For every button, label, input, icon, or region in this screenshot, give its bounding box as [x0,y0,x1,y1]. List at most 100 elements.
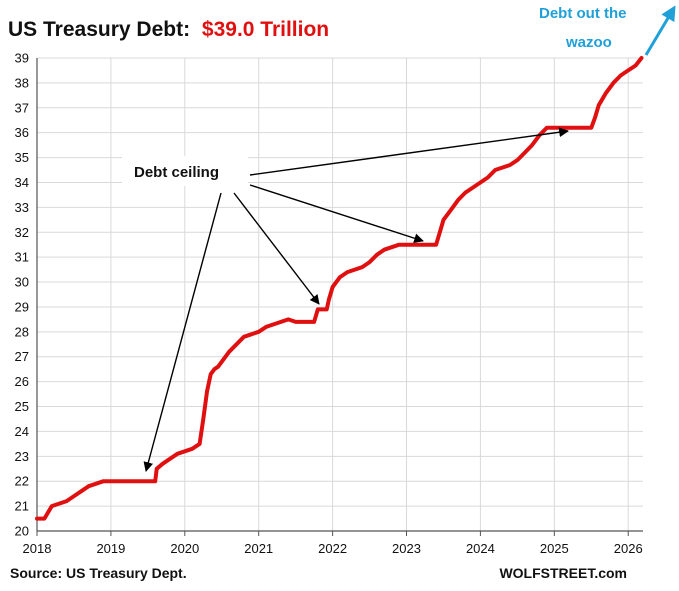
data-point [72,494,76,498]
site-credit: WOLFSTREET.com [499,565,627,581]
axes [36,58,643,536]
data-point [404,243,409,247]
y-tick-label-30: 30 [15,275,29,290]
y-tick-label-20: 20 [15,524,29,539]
data-point [161,462,165,466]
y-tick-label-34: 34 [15,175,29,190]
data-point [523,151,527,155]
data-point [634,63,638,68]
data-point [312,320,316,324]
data-point [449,208,453,212]
data-point [478,180,483,185]
data-point [155,467,159,471]
data-point [408,243,412,247]
y-tick-label-31: 31 [15,250,29,265]
data-point [109,479,113,483]
data-point [301,320,305,324]
data-point [456,198,460,202]
data-point [227,350,231,354]
chart-title-prefix: US Treasury Debt: [8,18,190,41]
data-point [271,322,276,326]
wazoo-label-line2: wazoo [565,34,612,51]
data-point [338,275,342,279]
data-point [367,260,372,264]
data-point [589,126,593,130]
debt-ceiling-arrow-2025 [249,127,569,176]
data-point [353,268,357,272]
data-point [530,143,534,147]
data-point [94,482,98,486]
data-point [619,73,623,78]
data-point [116,479,120,483]
y-tick-label-22: 22 [15,474,29,489]
data-point [464,190,468,195]
y-tick-label-28: 28 [15,324,29,339]
data-point [493,168,497,172]
x-tick-label-2021: 2021 [244,541,273,556]
y-tick-label-26: 26 [15,374,29,389]
data-point [390,245,394,249]
chart-title-value: $39.0 Trillion [202,18,329,41]
data-point [345,270,349,274]
x-tick-label-2024: 2024 [466,541,495,556]
data-point [220,360,224,364]
data-point [515,158,519,162]
data-point [201,417,205,421]
y-tick-label-39: 39 [15,51,29,66]
y-tick-label-35: 35 [15,150,29,165]
data-point [508,163,512,167]
data-point [294,320,298,324]
y-tick-label-32: 32 [15,225,29,240]
data-point [552,126,556,130]
data-point [434,243,438,247]
series-layer [35,56,644,521]
data-point [545,126,549,130]
data-point [42,516,46,521]
y-tick-label-38: 38 [15,75,29,90]
data-point [597,103,601,107]
y-tick-label-36: 36 [15,125,29,140]
data-point [500,165,505,170]
data-point [175,452,180,456]
y-tick-label-37: 37 [15,100,29,115]
data-point [216,365,220,369]
y-tick-label-33: 33 [15,200,29,215]
data-point [382,248,386,252]
data-point [190,447,194,451]
x-tick-label-2022: 2022 [318,541,347,556]
series-line-debt [35,56,644,521]
data-point [279,320,283,324]
source-note: Source: US Treasury Dept. [10,565,187,581]
y-tick-label-23: 23 [15,449,29,464]
data-point [64,499,69,503]
data-point [375,253,379,257]
debt-ceiling-arrow-2021 [233,192,320,305]
data-point [360,265,364,269]
data-point [327,297,331,302]
wazoo-label-line1: Debt out the [539,5,627,22]
data-point [168,457,172,461]
debt-ceiling-arrow-2019 [143,192,222,472]
data-point [486,175,490,180]
data-point [626,68,630,73]
x-tick-label-2019: 2019 [96,541,125,556]
x-tick-label-2026: 2026 [614,541,643,556]
data-point [87,484,91,488]
data-point [57,502,61,506]
data-point [242,335,246,339]
data-point [153,479,157,483]
data-point [50,504,54,508]
data-point [264,325,268,329]
y-tick-label-29: 29 [15,299,29,314]
debt-ceiling-label-box [122,156,248,186]
y-tick-label-21: 21 [15,499,29,514]
data-point [101,479,106,483]
chart-title: US Treasury Debt: $39.0 Trillion [8,18,329,41]
data-point [331,285,335,289]
data-point [297,320,301,324]
data-point [212,367,216,371]
data-point [249,332,253,336]
data-point [316,307,320,312]
x-tick-label-2020: 2020 [170,541,199,556]
